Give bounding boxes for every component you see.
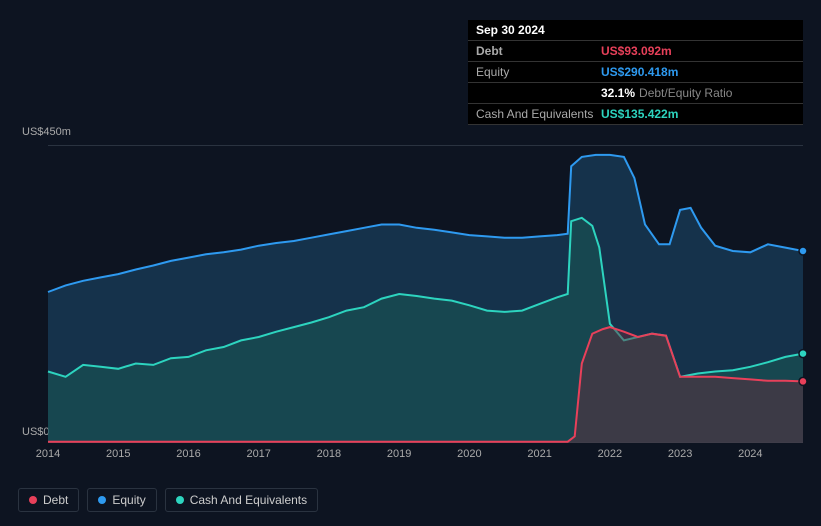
summary-row-value: US$135.422m <box>601 106 678 122</box>
x-tick: 2024 <box>738 448 762 460</box>
legend-dot <box>29 496 37 504</box>
series-end-dot-cash-and-equivalents <box>799 350 807 358</box>
summary-date: Sep 30 2024 <box>476 22 545 38</box>
summary-row: EquityUS$290.418m <box>468 62 803 83</box>
x-tick: 2018 <box>317 448 341 460</box>
x-axis-ticks: 2014201520162017201820192020202120222023… <box>48 448 803 468</box>
legend-dot <box>98 496 106 504</box>
chart-svg <box>48 145 803 443</box>
x-tick: 2017 <box>246 448 270 460</box>
legend-item-cash-and-equivalents[interactable]: Cash And Equivalents <box>165 488 318 512</box>
x-tick: 2019 <box>387 448 411 460</box>
x-tick: 2020 <box>457 448 481 460</box>
series-end-dot-debt <box>799 377 807 385</box>
legend-label: Debt <box>43 493 68 507</box>
summary-row-label: Debt <box>476 43 601 59</box>
legend-label: Equity <box>112 493 145 507</box>
summary-panel: Sep 30 2024 DebtUS$93.092mEquityUS$290.4… <box>468 20 803 125</box>
x-tick: 2014 <box>36 448 60 460</box>
summary-row: Cash And EquivalentsUS$135.422m <box>468 104 803 125</box>
legend-label: Cash And Equivalents <box>190 493 307 507</box>
legend-dot <box>176 496 184 504</box>
y-axis-top-label: US$450m <box>22 126 71 138</box>
x-tick: 2015 <box>106 448 130 460</box>
summary-row-value: 32.1% <box>601 85 635 101</box>
summary-row-suffix: Debt/Equity Ratio <box>639 85 732 101</box>
summary-row-label: Cash And Equivalents <box>476 106 601 122</box>
summary-row-value: US$290.418m <box>601 64 678 80</box>
summary-row-label: Equity <box>476 64 601 80</box>
summary-row: DebtUS$93.092m <box>468 41 803 62</box>
x-tick: 2022 <box>598 448 622 460</box>
summary-row: 32.1%Debt/Equity Ratio <box>468 83 803 104</box>
summary-row-label <box>476 85 601 101</box>
x-tick: 2021 <box>527 448 551 460</box>
x-tick: 2016 <box>176 448 200 460</box>
series-end-dot-equity <box>799 247 807 255</box>
summary-date-row: Sep 30 2024 <box>468 20 803 41</box>
legend: Debt Equity Cash And Equivalents <box>18 488 318 512</box>
chart-area <box>18 145 803 443</box>
summary-row-value: US$93.092m <box>601 43 672 59</box>
x-tick: 2023 <box>668 448 692 460</box>
legend-item-debt[interactable]: Debt <box>18 488 79 512</box>
legend-item-equity[interactable]: Equity <box>87 488 156 512</box>
